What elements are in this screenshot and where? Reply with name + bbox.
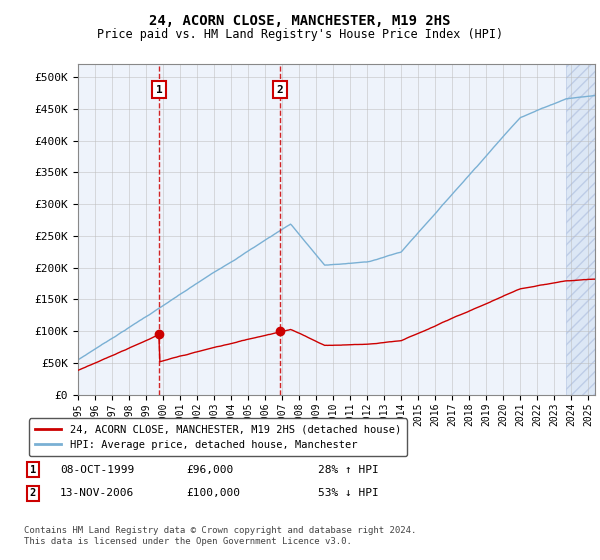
Text: Price paid vs. HM Land Registry's House Price Index (HPI): Price paid vs. HM Land Registry's House … bbox=[97, 28, 503, 41]
Text: Contains HM Land Registry data © Crown copyright and database right 2024.
This d: Contains HM Land Registry data © Crown c… bbox=[24, 526, 416, 546]
Legend: 24, ACORN CLOSE, MANCHESTER, M19 2HS (detached house), HPI: Average price, detac: 24, ACORN CLOSE, MANCHESTER, M19 2HS (de… bbox=[29, 418, 407, 456]
Text: 1: 1 bbox=[156, 85, 163, 95]
Text: 13-NOV-2006: 13-NOV-2006 bbox=[60, 488, 134, 498]
Text: 2: 2 bbox=[30, 488, 36, 498]
Text: 2: 2 bbox=[277, 85, 283, 95]
Text: 53% ↓ HPI: 53% ↓ HPI bbox=[318, 488, 379, 498]
Text: £96,000: £96,000 bbox=[186, 465, 233, 475]
Text: £100,000: £100,000 bbox=[186, 488, 240, 498]
Text: 1: 1 bbox=[30, 465, 36, 475]
Text: 08-OCT-1999: 08-OCT-1999 bbox=[60, 465, 134, 475]
Text: 24, ACORN CLOSE, MANCHESTER, M19 2HS: 24, ACORN CLOSE, MANCHESTER, M19 2HS bbox=[149, 14, 451, 28]
Text: 28% ↑ HPI: 28% ↑ HPI bbox=[318, 465, 379, 475]
